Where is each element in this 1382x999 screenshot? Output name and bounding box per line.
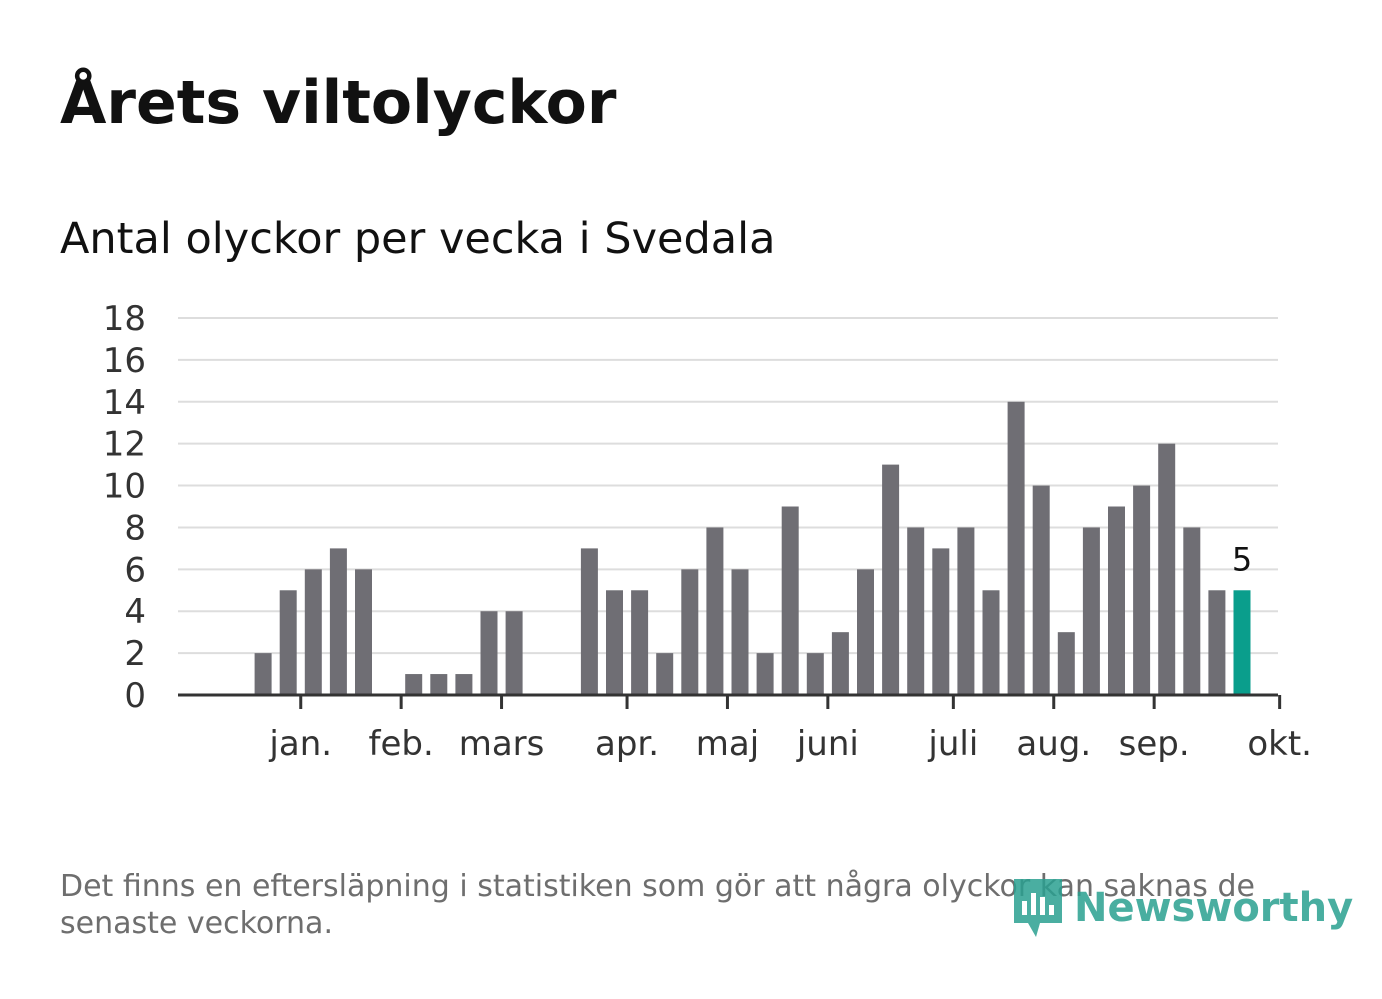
x-tick-label-juli: juli — [927, 724, 978, 764]
x-tick-label-feb: feb. — [369, 724, 434, 764]
chart-subtitle: Antal olyckor per vecka i Svedala — [60, 214, 776, 264]
bar-week-16 — [606, 590, 623, 695]
bar-week-35 — [1082, 527, 1100, 695]
x-tick-label-maj: maj — [696, 724, 759, 764]
bar-week-36 — [1108, 506, 1125, 695]
x-tick-label-apr: apr. — [595, 724, 659, 764]
chart-title: Årets viltolyckor — [60, 68, 617, 138]
bar-week-41 — [1233, 590, 1251, 695]
y-tick-label: 14 — [103, 383, 146, 423]
bar-week-40 — [1208, 590, 1226, 695]
y-tick-label: 10 — [103, 467, 146, 507]
x-tick-label-okt: okt. — [1247, 724, 1312, 764]
bar-week-28 — [907, 527, 925, 695]
logo-text: Newsworthy — [1074, 885, 1354, 931]
y-tick-label: 18 — [103, 299, 146, 339]
bar-week-21 — [731, 569, 749, 695]
y-tick-label: 4 — [124, 592, 146, 632]
bar-week-31 — [982, 590, 1000, 695]
y-tick-label: 16 — [103, 341, 146, 381]
y-tick-label: 2 — [124, 634, 146, 674]
y-tick-label: 6 — [124, 550, 146, 590]
bars — [254, 401, 1251, 695]
bar-week-2 — [254, 653, 272, 695]
bar-week-4 — [304, 569, 322, 695]
bar-week-29 — [932, 548, 950, 695]
bar-week-20 — [706, 527, 724, 695]
chart-logo-icon — [1014, 879, 1062, 937]
bar-week-37 — [1133, 485, 1151, 695]
bar-week-25 — [831, 632, 849, 695]
bar-week-22 — [756, 653, 774, 695]
bar-week-8 — [405, 674, 423, 695]
bar-week-39 — [1183, 527, 1201, 695]
bar-week-23 — [781, 506, 799, 695]
y-tick-label: 8 — [124, 508, 146, 548]
bar-week-17 — [631, 590, 649, 695]
bar-week-19 — [681, 569, 699, 695]
y-tick-label: 12 — [103, 425, 146, 465]
bar-week-3 — [279, 590, 297, 695]
bar-week-15 — [580, 548, 598, 695]
x-tick-label-aug: aug. — [1016, 724, 1091, 764]
x-tick-label-mars: mars — [459, 724, 545, 764]
highlight-value-label: 5 — [1232, 540, 1252, 578]
bar-week-12 — [505, 611, 523, 695]
bar-week-11 — [480, 611, 498, 695]
bar-week-38 — [1158, 443, 1176, 695]
x-tick-label-sep: sep. — [1119, 724, 1190, 764]
bar-week-18 — [656, 653, 674, 695]
bar-week-6 — [355, 569, 372, 695]
bar-week-9 — [430, 674, 448, 695]
bar-week-10 — [455, 674, 473, 695]
x-tick-label-juni: juni — [796, 724, 859, 764]
bar-week-24 — [806, 653, 824, 695]
bar-week-27 — [882, 464, 900, 695]
x-axis: jan. feb. mars apr. maj juni juli aug. sep. okt. — [178, 693, 1312, 764]
x-tick-label-jan: jan. — [268, 724, 332, 764]
data-labels: 5 — [1232, 540, 1252, 578]
bar-week-33 — [1032, 485, 1050, 695]
newsworthy-logo: Newsworthy — [1010, 875, 1353, 941]
y-tick-label: 0 — [124, 676, 146, 716]
bar-week-32 — [1007, 401, 1025, 695]
bar-week-5 — [329, 548, 347, 695]
bar-week-30 — [957, 527, 975, 695]
bar-week-26 — [857, 569, 874, 695]
bar-week-34 — [1057, 632, 1075, 695]
